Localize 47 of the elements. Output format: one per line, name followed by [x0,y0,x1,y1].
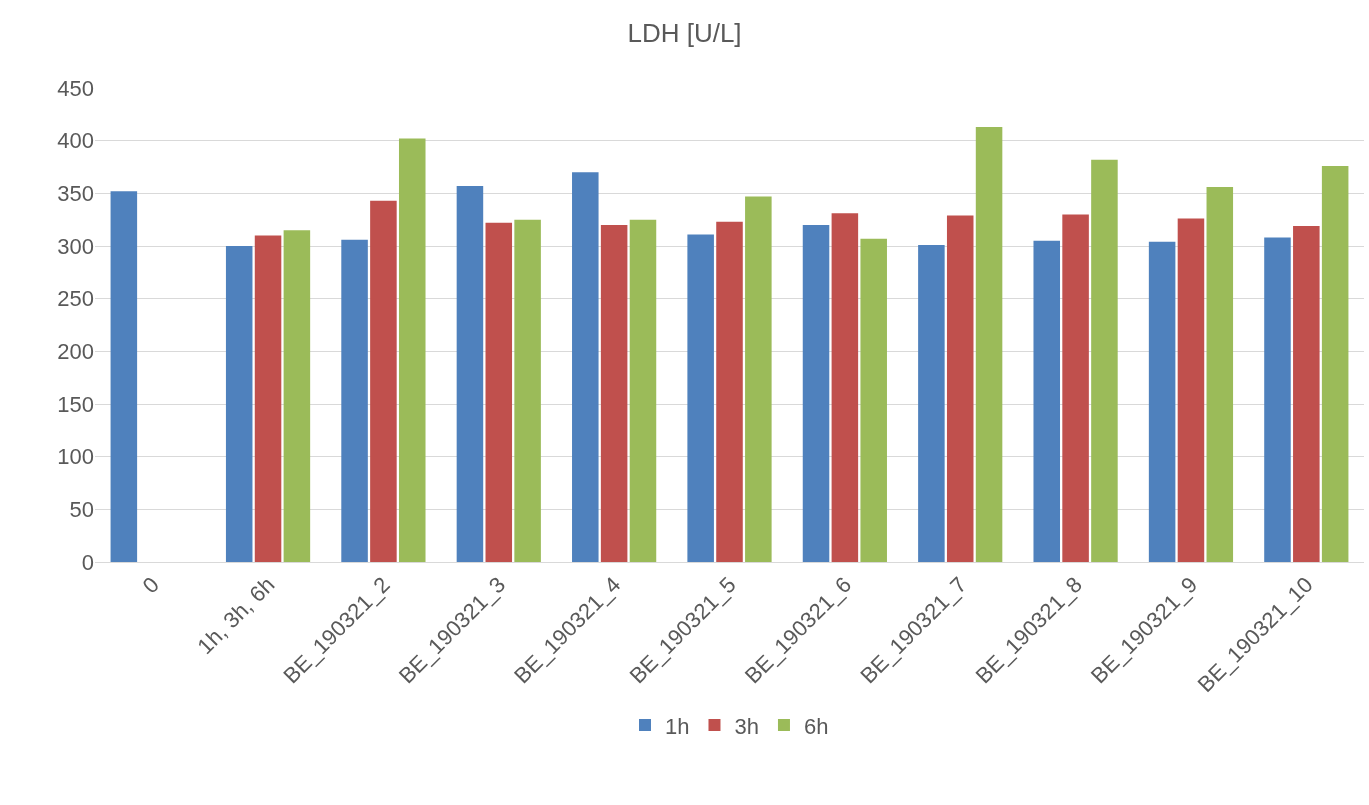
y-tick-label: 150 [57,391,94,417]
bar [831,213,859,562]
bar [254,235,282,562]
bar [1321,165,1349,562]
y-tick-label: 0 [81,549,94,575]
bar [629,219,657,562]
bar [341,239,368,562]
x-tick-label: 0 [137,572,164,599]
chart-title: LDH [U/L] [627,18,742,49]
bar [456,185,484,562]
y-tick-label: 200 [57,339,94,365]
bar [1177,218,1205,562]
bar [946,215,974,562]
x-tick-label: 1h, 3h, 6h [192,572,280,659]
bar [802,224,830,562]
bar [1148,241,1176,562]
y-tick-label: 450 [57,75,94,101]
bar [600,224,628,562]
bar [687,234,714,562]
bar [283,230,311,562]
bar [1062,214,1089,562]
bar [110,191,138,562]
bar [572,172,599,562]
y-tick-label: 50 [69,497,94,523]
bar [716,221,743,562]
bar [1206,187,1234,562]
bar [1293,225,1320,562]
y-tick-label: 400 [57,128,94,154]
bar [860,238,887,562]
y-tick-label: 250 [57,286,94,312]
bar [975,126,1003,562]
bar [514,219,541,562]
bar [370,200,397,562]
legend-label: 3h [734,713,759,739]
legend-label: 1h [665,713,690,739]
bar [485,222,513,562]
bar [1091,159,1118,562]
bar [745,196,772,562]
y-tick-label: 300 [57,233,94,259]
legend-label: 6h [803,713,829,739]
y-tick-label: 350 [57,181,94,207]
bar [398,138,426,562]
bar [225,246,253,562]
bar [1033,240,1061,562]
bar [918,244,945,562]
y-tick-label: 100 [57,444,94,470]
bar [1264,237,1291,562]
